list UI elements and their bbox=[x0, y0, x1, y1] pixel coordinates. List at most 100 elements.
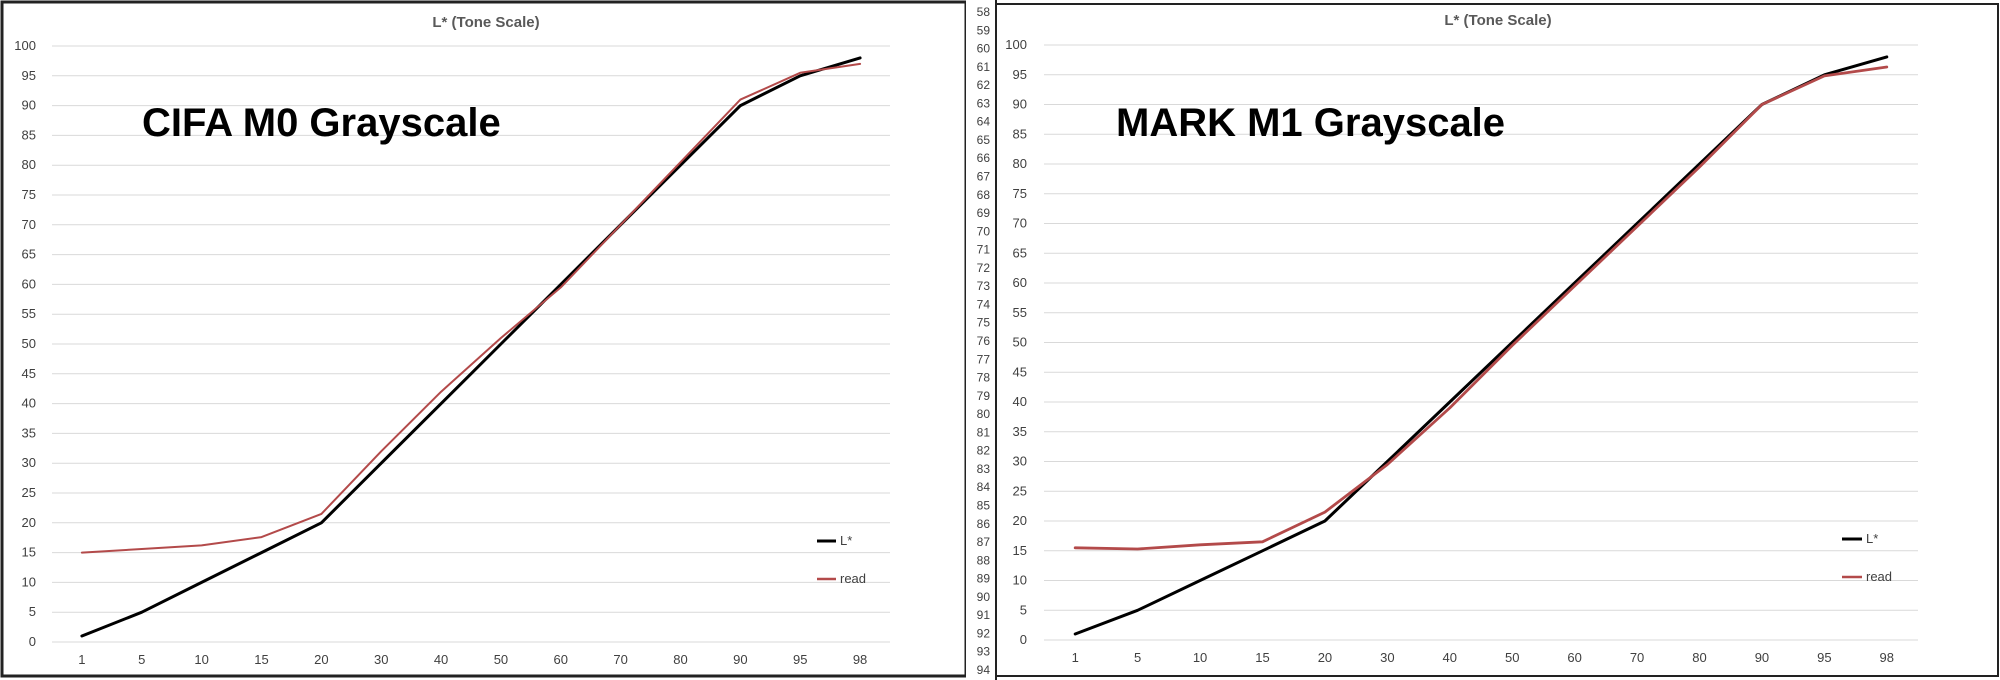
series-line-read bbox=[1073, 65, 1889, 551]
x-tick-label: 10 bbox=[1193, 650, 1207, 665]
y-tick-label: 0 bbox=[29, 634, 36, 649]
chart-title: L* (Tone Scale) bbox=[1444, 12, 1551, 29]
y-tick-label: 75 bbox=[22, 187, 36, 202]
x-tick-label: 15 bbox=[1255, 650, 1269, 665]
strip-line-number: 84 bbox=[977, 480, 991, 494]
y-tick-label: 70 bbox=[1013, 216, 1027, 231]
y-tick-label: 15 bbox=[1013, 543, 1027, 558]
x-tick-label: 90 bbox=[733, 652, 747, 667]
y-tick-label: 70 bbox=[22, 217, 36, 232]
x-tick-label: 40 bbox=[1443, 650, 1457, 665]
x-tick-label: 40 bbox=[434, 652, 448, 667]
strip-line-number: 80 bbox=[977, 407, 991, 421]
x-tick-label: 60 bbox=[1567, 650, 1581, 665]
x-tick-label: 70 bbox=[1630, 650, 1644, 665]
strip-line-number: 77 bbox=[977, 352, 991, 366]
y-tick-label: 65 bbox=[22, 247, 36, 262]
strip-line-number: 93 bbox=[977, 645, 991, 659]
y-tick-label: 10 bbox=[22, 574, 36, 589]
x-tick-label: 10 bbox=[194, 652, 208, 667]
y-tick-label: 35 bbox=[1013, 424, 1027, 439]
strip-line-number: 71 bbox=[977, 243, 991, 257]
strip-line-number: 75 bbox=[977, 316, 991, 330]
x-tick-label: 70 bbox=[613, 652, 627, 667]
grayscale-label: MARK M1 Grayscale bbox=[1116, 101, 1505, 145]
x-tick-label: 20 bbox=[314, 652, 328, 667]
strip-line-number: 67 bbox=[977, 170, 991, 184]
series-line-read bbox=[80, 62, 862, 554]
x-tick-label: 60 bbox=[554, 652, 568, 667]
y-tick-label: 20 bbox=[1013, 513, 1027, 528]
x-tick-label: 80 bbox=[1692, 650, 1706, 665]
legend: L* read bbox=[1842, 531, 1892, 584]
y-tick-label: 5 bbox=[1020, 602, 1027, 617]
line-number-strip: 58 59 60 61 62 63 64 65 66 67 68 69 70 71 72 73 74 75 76 77… bbox=[966, 0, 997, 680]
right-chart-panel: L* (Tone Scale)0510152025303540455055606… bbox=[995, 3, 1999, 677]
strip-line-number: 82 bbox=[977, 444, 991, 458]
y-tick-label: 25 bbox=[1013, 483, 1027, 498]
legend: L* read bbox=[817, 533, 866, 586]
y-tick-label: 65 bbox=[1013, 245, 1027, 260]
y-tick-label: 60 bbox=[1013, 275, 1027, 290]
y-tick-label: 95 bbox=[22, 68, 36, 83]
y-tick-label: 55 bbox=[1013, 305, 1027, 320]
strip-line-number: 91 bbox=[977, 608, 991, 622]
y-tick-label: 85 bbox=[1013, 126, 1027, 141]
chart-frame bbox=[995, 3, 1999, 677]
strip-line-number: 65 bbox=[977, 133, 991, 147]
strip-line-number: 86 bbox=[977, 517, 991, 531]
y-tick-label: 10 bbox=[1013, 573, 1027, 588]
x-tick-label: 30 bbox=[1380, 650, 1394, 665]
x-tick-label: 15 bbox=[254, 652, 268, 667]
strip-line-number: 62 bbox=[977, 78, 991, 92]
strip-line-number: 70 bbox=[977, 224, 991, 238]
y-tick-label: 5 bbox=[29, 604, 36, 619]
legend-label: read bbox=[840, 571, 866, 586]
y-tick-label: 75 bbox=[1013, 186, 1027, 201]
strip-line-number: 81 bbox=[977, 425, 991, 439]
strip-line-number: 92 bbox=[977, 626, 991, 640]
y-tick-label: 100 bbox=[1005, 37, 1027, 52]
strip-line-number: 85 bbox=[977, 499, 991, 513]
y-tick-label: 50 bbox=[22, 336, 36, 351]
y-tick-label: 25 bbox=[22, 485, 36, 500]
x-tick-label: 95 bbox=[1817, 650, 1831, 665]
strip-line-number: 83 bbox=[977, 462, 991, 476]
x-tick-label: 30 bbox=[374, 652, 388, 667]
legend-label: L* bbox=[840, 533, 852, 548]
y-tick-label: 40 bbox=[22, 396, 36, 411]
strip-line-number: 60 bbox=[977, 42, 991, 56]
strip-line-number: 90 bbox=[977, 590, 991, 604]
strip-line-number: 66 bbox=[977, 151, 991, 165]
x-tick-label: 80 bbox=[673, 652, 687, 667]
y-tick-label: 100 bbox=[14, 38, 36, 53]
x-tick-label: 95 bbox=[793, 652, 807, 667]
x-tick-label: 20 bbox=[1318, 650, 1332, 665]
y-tick-label: 55 bbox=[22, 306, 36, 321]
strip-line-number: 64 bbox=[977, 115, 991, 129]
x-tick-label: 90 bbox=[1755, 650, 1769, 665]
x-tick-label: 5 bbox=[1134, 650, 1141, 665]
x-tick-label: 5 bbox=[138, 652, 145, 667]
x-tick-label: 1 bbox=[78, 652, 85, 667]
strip-line-number: 79 bbox=[977, 389, 991, 403]
y-tick-label: 80 bbox=[22, 157, 36, 172]
strip-line-number: 59 bbox=[977, 23, 991, 37]
y-tick-label: 45 bbox=[1013, 364, 1027, 379]
y-tick-label: 50 bbox=[1013, 335, 1027, 350]
y-tick-label: 45 bbox=[22, 366, 36, 381]
chart-title: L* (Tone Scale) bbox=[432, 14, 539, 31]
strip-line-number: 87 bbox=[977, 535, 991, 549]
x-tick-label: 50 bbox=[1505, 650, 1519, 665]
y-tick-label: 85 bbox=[22, 127, 36, 142]
y-tick-label: 35 bbox=[22, 425, 36, 440]
y-tick-label: 40 bbox=[1013, 394, 1027, 409]
left-chart-panel: L* (Tone Scale)0510152025303540455055606… bbox=[0, 0, 968, 678]
x-tick-label: 50 bbox=[494, 652, 508, 667]
y-tick-label: 95 bbox=[1013, 67, 1027, 82]
y-tick-label: 60 bbox=[22, 276, 36, 291]
strip-line-number: 69 bbox=[977, 206, 991, 220]
y-tick-label: 30 bbox=[22, 455, 36, 470]
y-tick-label: 90 bbox=[1013, 97, 1027, 112]
